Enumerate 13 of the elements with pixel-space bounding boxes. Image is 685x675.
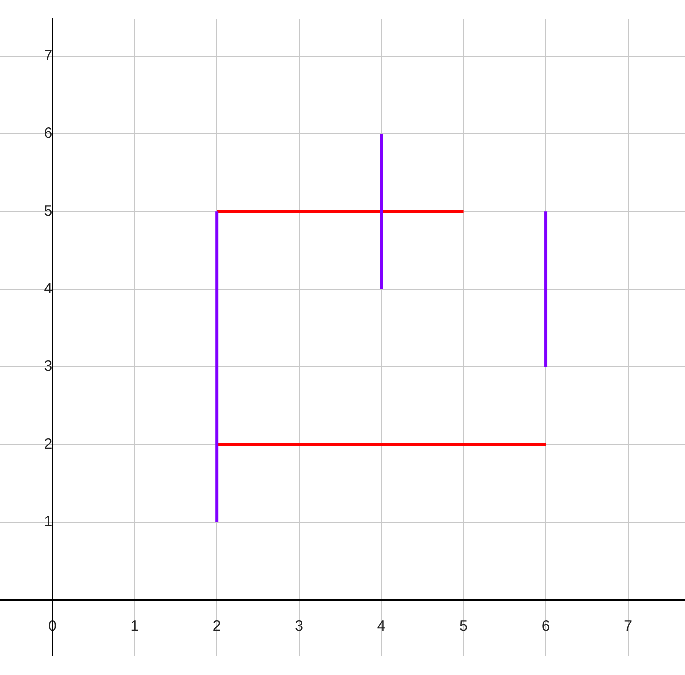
x-tick-label: 4 xyxy=(377,618,386,636)
x-tick-label: 1 xyxy=(130,618,140,636)
x-tick-label: 7 xyxy=(624,618,632,636)
x-tick-label: 3 xyxy=(295,618,304,636)
y-tick-label: 6 xyxy=(44,125,53,142)
x-tick-label: 2 xyxy=(212,618,222,636)
y-tick-label: 5 xyxy=(44,202,53,220)
x-tick-label: 6 xyxy=(542,618,550,636)
x-tick-label: 5 xyxy=(460,618,468,636)
y-tick-label: 3 xyxy=(44,358,53,376)
y-tick-label: 2 xyxy=(44,436,53,453)
y-tick-label: 7 xyxy=(44,47,53,64)
y-tick-label: 1 xyxy=(44,514,53,531)
